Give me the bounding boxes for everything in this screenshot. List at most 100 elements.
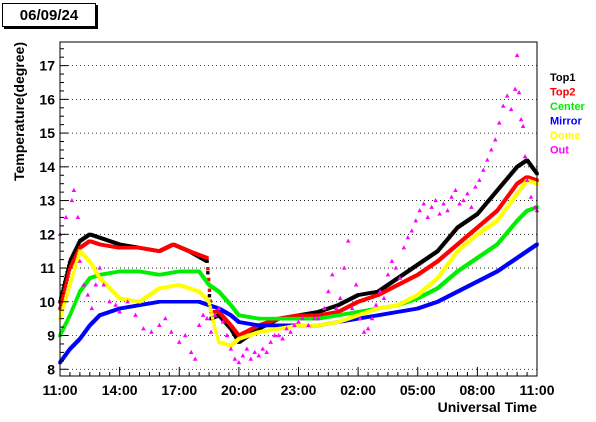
data-point — [67, 287, 71, 291]
data-point — [149, 329, 154, 334]
data-point — [125, 299, 130, 304]
data-point — [97, 265, 103, 270]
legend-entry-out: Out — [550, 145, 569, 157]
data-point — [196, 322, 202, 327]
data-point — [60, 297, 65, 301]
y-tick-label: 12 — [39, 226, 55, 242]
data-point — [59, 311, 64, 315]
data-point — [524, 177, 530, 182]
data-point — [63, 298, 68, 302]
data-point — [209, 309, 213, 313]
data-point — [312, 316, 317, 321]
data-point — [465, 191, 470, 196]
x-tick-label: 20:00 — [221, 382, 257, 398]
data-point — [244, 346, 250, 351]
data-point — [71, 187, 77, 193]
data-point — [76, 293, 80, 298]
data-point — [68, 281, 73, 286]
data-point — [393, 265, 399, 270]
y-tick-label: 17 — [39, 58, 55, 74]
data-point — [457, 201, 462, 206]
data-point — [70, 276, 74, 280]
x-tick-label: 05:00 — [400, 382, 436, 398]
data-point — [67, 314, 72, 318]
x-tick-label: 17:00 — [161, 382, 197, 398]
data-point — [316, 316, 321, 321]
data-point — [385, 272, 391, 277]
data-point — [532, 204, 538, 209]
data-point — [64, 280, 69, 285]
data-point — [77, 252, 81, 256]
data-point — [66, 289, 70, 294]
data-point — [322, 305, 327, 311]
data-point — [213, 327, 217, 331]
data-point — [485, 157, 490, 162]
data-point — [65, 292, 69, 297]
data-point — [67, 284, 72, 288]
y-tick-label: 13 — [39, 193, 55, 209]
data-point — [405, 235, 411, 240]
data-point — [326, 289, 331, 294]
data-point — [413, 218, 419, 223]
data-point — [522, 154, 528, 159]
data-point — [63, 300, 67, 305]
data-point — [206, 267, 210, 271]
data-point — [425, 214, 430, 220]
data-point — [240, 353, 246, 358]
data-point — [473, 184, 478, 189]
x-tick-label: 02:00 — [340, 382, 376, 398]
data-point — [67, 271, 71, 275]
data-point — [176, 339, 182, 344]
data-point — [441, 201, 446, 206]
data-point — [214, 332, 219, 336]
data-point — [64, 295, 69, 299]
data-point — [72, 268, 77, 272]
data-point — [75, 214, 81, 220]
data-point — [65, 277, 69, 282]
data-point — [361, 329, 367, 334]
data-point — [349, 305, 355, 311]
data-point — [169, 329, 174, 334]
data-point — [77, 291, 81, 296]
data-point — [75, 257, 80, 261]
data-point — [61, 306, 65, 310]
data-point — [381, 295, 387, 301]
data-point — [333, 305, 339, 311]
data-point — [113, 302, 118, 307]
data-point — [409, 228, 415, 233]
legend-entry-center: Center — [550, 101, 586, 113]
data-point — [212, 323, 216, 327]
data-point — [101, 282, 107, 287]
data-point — [437, 211, 442, 216]
data-point — [292, 322, 297, 327]
data-point — [365, 326, 371, 331]
data-point — [69, 310, 73, 315]
data-point — [141, 326, 146, 331]
data-point — [373, 302, 379, 307]
x-tick-label: 11:00 — [42, 382, 77, 398]
data-point — [306, 322, 311, 327]
x-tick-label: 23:00 — [281, 382, 317, 398]
data-point — [69, 197, 75, 203]
data-point — [74, 260, 79, 264]
date-label: 06/09/24 — [2, 3, 96, 27]
data-point — [206, 299, 211, 304]
data-point — [163, 316, 168, 321]
data-point — [71, 306, 75, 311]
data-point — [433, 197, 438, 203]
data-point — [206, 277, 211, 282]
data-point — [260, 346, 266, 351]
data-point — [74, 299, 78, 303]
data-point — [445, 208, 450, 213]
data-point — [63, 284, 68, 288]
series-dome — [58, 178, 539, 348]
data-point — [508, 106, 514, 112]
data-point — [512, 86, 518, 91]
y-tick-label: 14 — [39, 159, 55, 175]
series-top2 — [58, 175, 539, 338]
data-point — [205, 259, 209, 263]
x-axis-title: Universal Time — [438, 399, 538, 415]
data-point — [215, 335, 220, 339]
data-point — [248, 356, 254, 361]
